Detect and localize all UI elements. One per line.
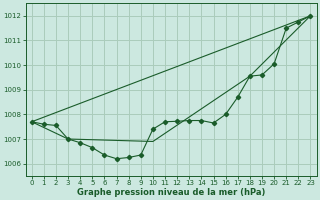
X-axis label: Graphe pression niveau de la mer (hPa): Graphe pression niveau de la mer (hPa) — [77, 188, 265, 197]
